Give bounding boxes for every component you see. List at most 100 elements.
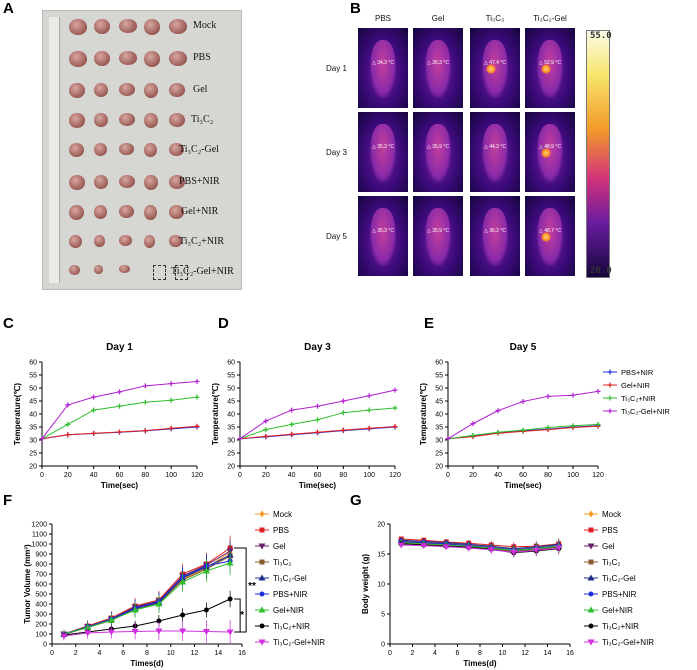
tumor-row-label: Ti₃C₂-Gel+NIR [171,266,234,277]
legend-label: PBS [602,526,618,535]
data-point [259,559,265,565]
tumor-sample [94,143,107,156]
tumor-sample [94,175,108,189]
tumor-row-label: PBS [193,52,211,63]
y-tick-label: 20 [29,464,37,471]
y-axis-label: Temperature(℃) [212,383,220,446]
tumor-sample [144,235,155,248]
tumor-photo: Mock PBS Gel Ti₃C₂ Ti₃C₂-Gel PBS+NIR Gel+NIR Ti… [42,10,242,290]
tumor-sample [119,205,134,218]
data-point [226,559,234,566]
x-tick-label: 0 [446,472,450,479]
y-tick-label: 0 [381,642,385,649]
data-point [258,639,266,646]
data-point [259,591,265,597]
legend-label: Ti₃C₂-Gel+NIR [621,407,670,416]
legend-label: Ti₃C₂-Gel [602,574,636,583]
data-point [392,423,398,429]
y-tick-label: 15 [377,552,385,559]
tumor-sample [144,143,157,157]
thermal-image: △ 34.3 °C [358,28,408,108]
data-point [194,423,200,429]
legend-label: Mock [602,510,622,519]
chart-title: Day 1 [106,342,133,353]
data-point [495,408,501,414]
data-point [289,407,295,413]
thermal-column-header: Ti₃C₃ [485,14,505,23]
legend-label: Gel [273,542,286,551]
data-point [340,398,346,404]
data-point [588,623,594,629]
data-point [487,547,495,554]
tumor-sample [94,51,110,66]
tumor-row-label: Ti₃C₂+NIR [179,236,225,247]
tumor-sample [119,51,137,65]
x-tick-label: 40 [288,472,296,479]
data-point [392,405,398,411]
x-tick-label: 6 [121,650,125,657]
legend-label: PBS+NIR [602,590,637,599]
data-point [397,542,405,549]
data-point [84,630,92,637]
data-point [588,527,594,533]
data-point [588,510,594,518]
data-point [315,417,320,423]
x-tick-label: 10 [167,650,175,657]
x-axis-label: Times(d) [463,659,497,668]
data-point [84,624,92,630]
mouse-silhouette [425,208,451,266]
data-point [595,388,601,394]
tumor-sample [144,205,157,220]
tumor-sample [169,235,182,247]
x-tick-label: 14 [214,650,222,657]
temperature-marker: △ 52.9 °C [539,60,561,66]
data-point [259,510,265,518]
data-point [470,432,476,438]
data-point [289,431,295,437]
mouse-silhouette [370,208,396,266]
y-tick-label: 500 [35,592,47,599]
x-axis-label: Time(sec) [299,481,337,490]
tumor-sample [144,175,158,190]
tumor-sample [69,19,87,35]
mouse-silhouette [370,40,396,98]
data-point [226,629,234,636]
y-tick-label: 60 [227,360,235,367]
x-tick-label: 20 [64,472,72,479]
panel-label-c: C [3,315,14,332]
mouse-silhouette [370,124,396,182]
tumor-row-label: Ti₃C₂-Gel [179,144,219,155]
legend-label: PBS+NIR [273,590,308,599]
y-tick-label: 700 [35,572,47,579]
data-point [263,427,269,433]
data-point [607,369,613,375]
tumor-sample [169,205,184,219]
tumor-sample [144,113,158,128]
legend-label: Ti₃C₂+NIR [273,622,310,631]
panel-label-e: E [424,315,435,332]
x-axis-label: Times(d) [130,659,164,668]
data-point [595,421,601,427]
data-point [142,428,148,434]
x-tick-label: 100 [567,472,579,479]
x-tick-label: 4 [98,650,102,657]
tumor-row-label: Ti₃C₂ [191,114,214,125]
data-point [179,578,187,585]
tumor-sample [69,113,85,128]
data-point [587,606,595,613]
data-point [587,639,595,646]
tumor-sample [169,143,184,156]
data-point [91,407,97,413]
mouse-silhouette [482,124,508,182]
data-point [91,394,97,400]
series-line [401,538,559,548]
thermal-image: △ 35.3 °C [413,28,463,108]
x-tick-label: 60 [314,472,322,479]
data-point [259,623,265,629]
y-tick-label: 40 [29,412,37,419]
data-point [263,433,269,439]
legend-label: Ti₃C₂-Gel [273,574,307,583]
data-point [131,606,139,613]
data-point [607,408,613,414]
x-tick-label: 2 [411,650,415,657]
